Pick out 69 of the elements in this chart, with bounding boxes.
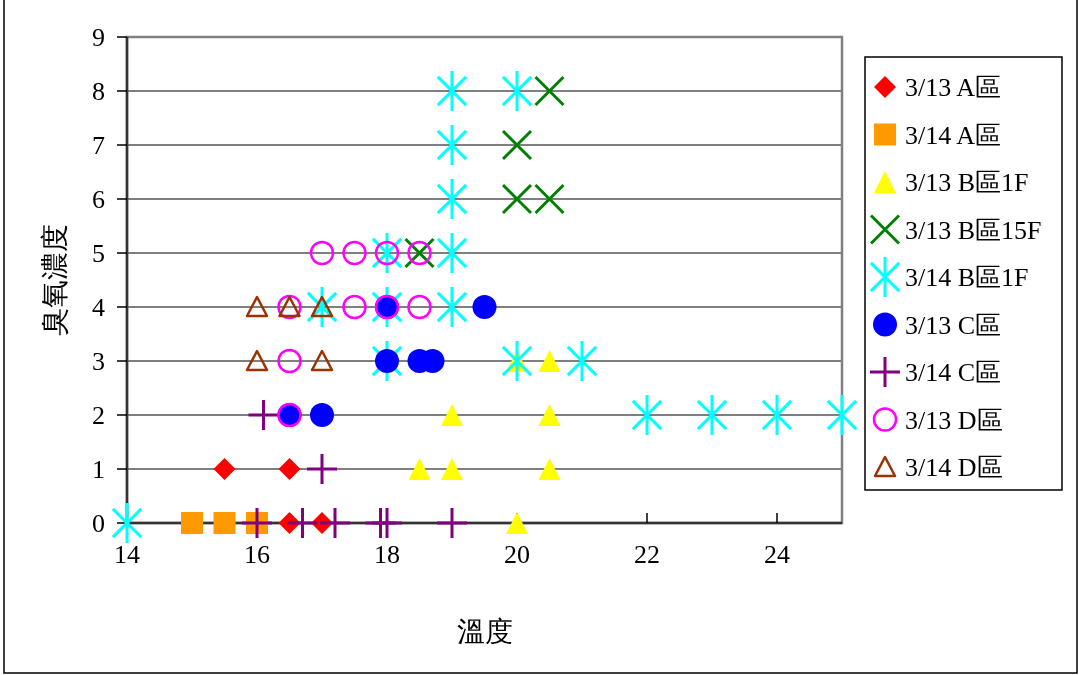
y-tick-label: 1 <box>92 455 105 484</box>
point <box>436 233 468 273</box>
x-tick-label: 18 <box>374 540 400 569</box>
point <box>245 349 269 372</box>
point <box>436 71 468 111</box>
legend-label: 3/13 A區 <box>905 73 1002 102</box>
point <box>631 395 663 435</box>
legend-label: 3/14 A區 <box>905 120 1002 150</box>
x-tick-label: 24 <box>764 540 790 569</box>
y-tick-label: 2 <box>92 401 105 430</box>
y-tick-label: 7 <box>92 131 105 160</box>
point <box>501 129 533 161</box>
y-tick-label: 4 <box>92 293 105 322</box>
legend-label: 3/13 B區1F <box>905 168 1029 197</box>
point <box>566 341 598 381</box>
point <box>826 395 858 435</box>
point <box>441 404 463 426</box>
point <box>506 512 528 534</box>
point <box>761 395 793 435</box>
point <box>436 125 468 165</box>
y-axis-title: 臭氧濃度 <box>39 224 70 336</box>
legend-label: 3/14 C區 <box>905 358 1002 387</box>
legend-label: 3/13 C區 <box>905 310 1002 340</box>
point <box>408 458 431 480</box>
legend-label: 3/13 D區 <box>905 405 1003 435</box>
point <box>437 508 467 538</box>
y-tick-label: 9 <box>92 23 105 52</box>
y-tick-label: 6 <box>92 185 105 214</box>
point <box>372 508 402 538</box>
x-tick-label: 22 <box>634 540 660 569</box>
point <box>501 71 533 111</box>
point <box>472 295 497 319</box>
x-axis-title: 溫度 <box>456 616 513 647</box>
y-tick-label: 0 <box>92 509 105 538</box>
point <box>436 287 468 327</box>
point <box>436 179 468 219</box>
point <box>538 404 561 426</box>
point <box>278 458 301 480</box>
point <box>538 350 561 372</box>
point <box>501 341 533 381</box>
y-tick-label: 5 <box>92 239 105 268</box>
point <box>407 294 432 320</box>
y-tick-label: 8 <box>92 77 105 106</box>
point <box>245 295 269 318</box>
legend-label: 3/13 B區15F <box>905 215 1042 245</box>
point <box>538 458 561 480</box>
legend-label: 3/14 B區1F <box>905 263 1029 292</box>
y-tick-label: 3 <box>92 347 105 376</box>
point <box>181 512 203 534</box>
point <box>310 349 334 372</box>
point <box>342 294 367 320</box>
point <box>213 458 236 480</box>
point <box>310 403 334 427</box>
point <box>696 395 728 435</box>
legend-label: 3/14 D區 <box>905 453 1003 482</box>
point <box>309 240 335 266</box>
point <box>248 400 279 430</box>
point <box>111 503 143 543</box>
point <box>320 508 350 538</box>
point <box>277 348 302 374</box>
x-tick-label: 20 <box>504 540 530 569</box>
point <box>287 508 318 538</box>
x-tick-label: 16 <box>244 540 270 569</box>
point <box>534 75 565 107</box>
point <box>213 512 236 534</box>
point <box>342 240 367 266</box>
point <box>307 454 337 484</box>
point <box>441 458 463 480</box>
x-tick-label: 14 <box>114 540 140 569</box>
